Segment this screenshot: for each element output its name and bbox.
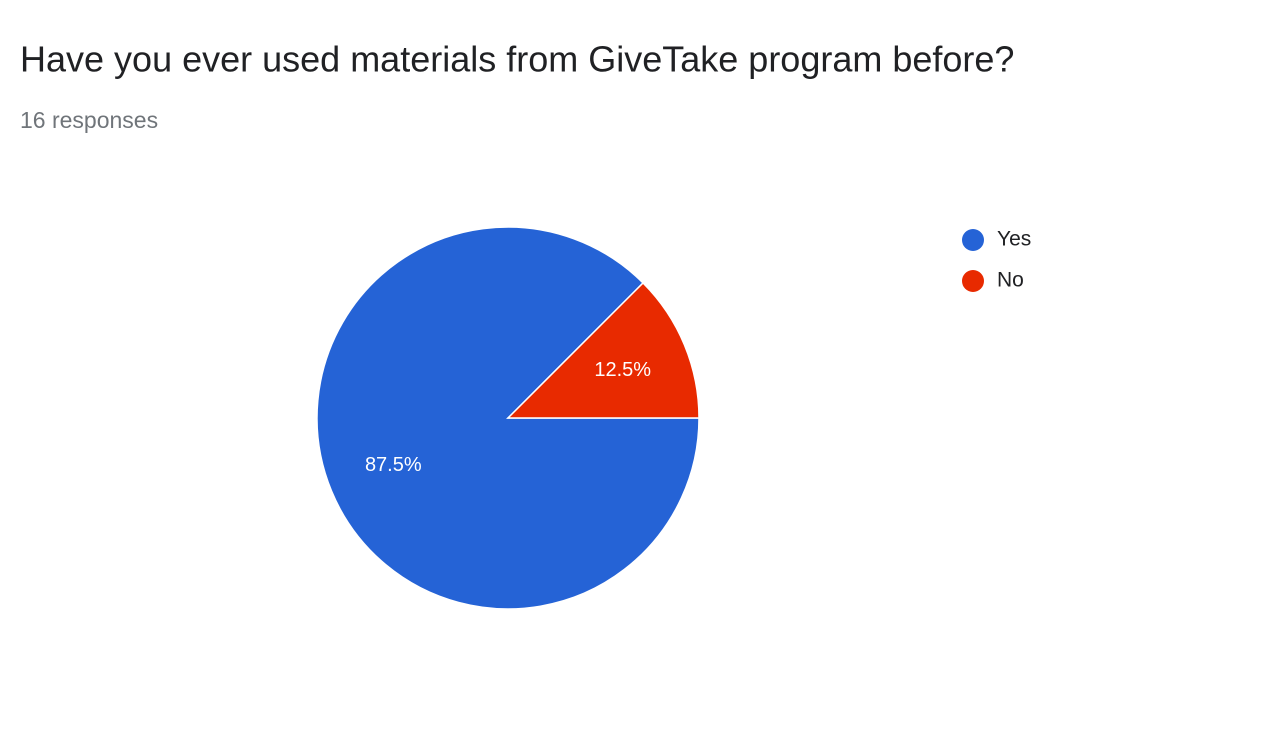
legend-marker: [962, 229, 984, 251]
legend-label: No: [997, 269, 1024, 292]
slice-label: 87.5%: [365, 454, 422, 476]
chart-subtitle: 16 responses: [20, 107, 158, 133]
slice-label: 12.5%: [594, 359, 651, 381]
legend-marker: [962, 270, 984, 292]
legend-label: Yes: [997, 228, 1031, 251]
chart-title: Have you ever used materials from GiveTa…: [20, 39, 1014, 80]
pie-slice: [316, 226, 700, 610]
pie-slice: [506, 281, 700, 419]
